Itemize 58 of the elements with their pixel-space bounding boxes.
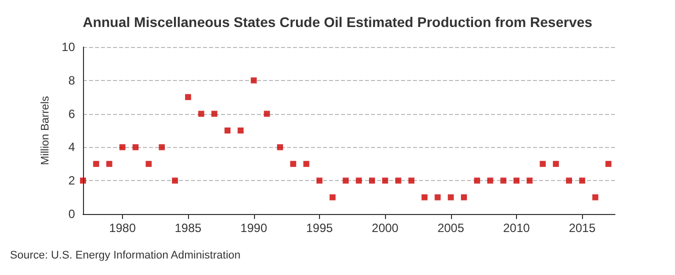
point [106,160,112,167]
chart-title: Annual Miscellaneous States Crude Oil Estimated Production from Reserves [82,14,593,30]
point [238,128,244,134]
y-tick-label: 6 [68,106,76,121]
x-tick-label: 2005 [437,221,464,235]
point [500,178,506,184]
point [566,178,572,184]
point [198,110,204,117]
x-tick-label: 2015 [568,221,596,235]
point [368,178,375,184]
x-tick-label: 2000 [372,221,399,235]
point [290,160,296,167]
point [250,77,257,84]
point [211,110,218,117]
x-tick-label: 2010 [503,221,530,235]
point [408,178,414,184]
y-tick-label: 8 [68,73,76,88]
point [448,194,454,200]
point [146,160,152,167]
point [395,178,402,184]
point [356,178,362,184]
point [382,178,388,184]
point [434,194,441,200]
point [605,160,612,167]
source-note: Source: U.S. Energy Information Administration [10,250,240,262]
point [303,160,310,167]
point [513,178,520,184]
y-tick-label: 0 [68,207,76,221]
x-tick-label: 1995 [306,221,334,235]
x-tick-label: 1990 [240,221,268,235]
point [487,178,494,184]
point [264,110,270,117]
point [132,144,139,150]
x-tick-label: 1985 [174,221,202,235]
point [422,194,428,200]
point [474,178,480,184]
point [540,160,546,167]
y-tick-label: 4 [68,140,76,154]
point [342,178,349,184]
y-tick-label: 2 [68,174,76,188]
x-tick-label: 1980 [109,221,136,235]
point [80,178,86,184]
point [330,194,336,200]
point [592,194,598,200]
point [119,144,126,150]
point [172,178,178,184]
point [316,178,322,184]
point [185,94,192,100]
point [158,144,165,150]
y-tick-label: 10 [62,40,76,54]
point [93,160,100,167]
point [460,194,467,200]
point [579,178,586,184]
y-axis-title: Million Barrels [39,95,52,166]
point [224,128,230,134]
point [277,144,284,150]
point [526,178,533,184]
point [552,160,559,167]
